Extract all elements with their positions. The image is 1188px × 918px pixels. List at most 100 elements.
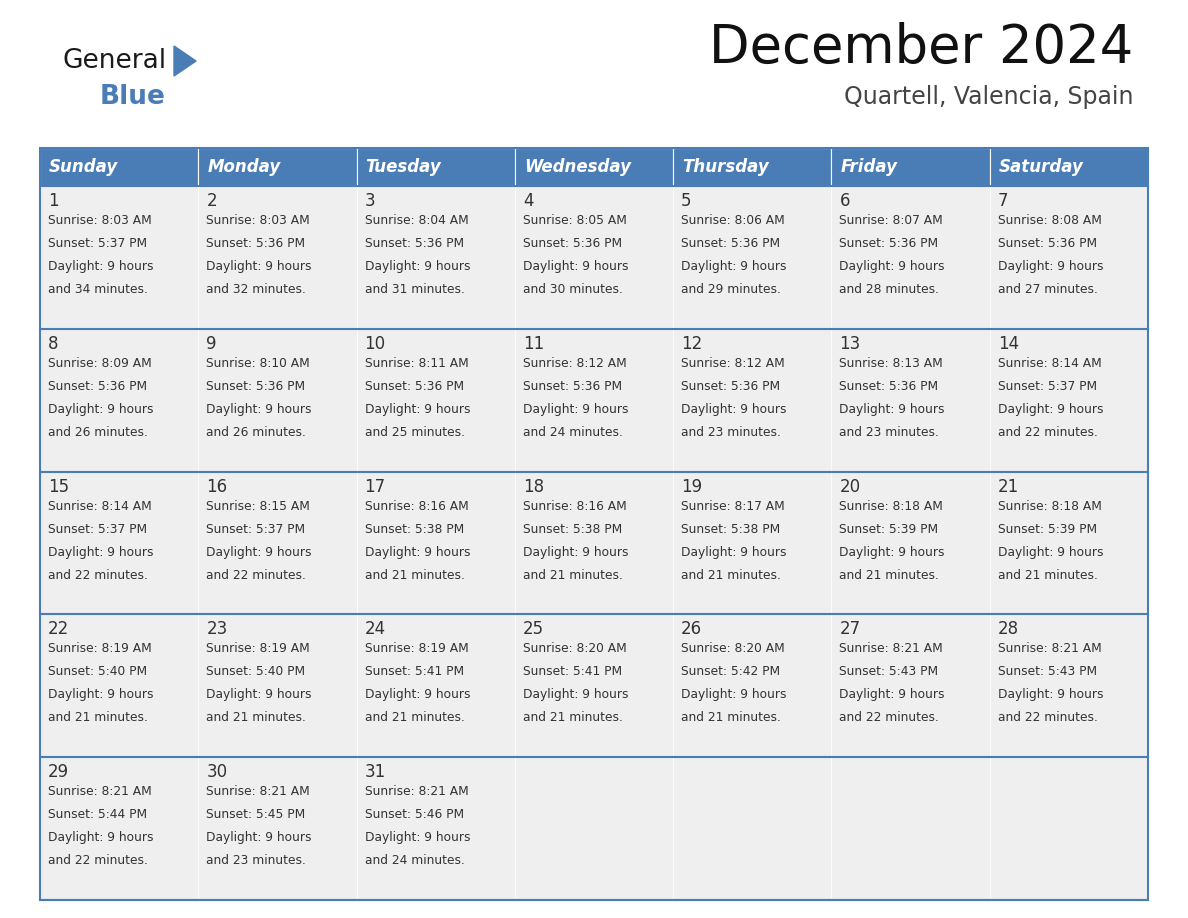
Text: Sunrise: 8:19 AM: Sunrise: 8:19 AM xyxy=(48,643,152,655)
Text: Sunrise: 8:21 AM: Sunrise: 8:21 AM xyxy=(998,643,1101,655)
Text: and 21 minutes.: and 21 minutes. xyxy=(207,711,307,724)
Text: Daylight: 9 hours: Daylight: 9 hours xyxy=(998,688,1104,701)
Polygon shape xyxy=(173,46,196,76)
Text: Daylight: 9 hours: Daylight: 9 hours xyxy=(681,688,786,701)
Text: Sunrise: 8:14 AM: Sunrise: 8:14 AM xyxy=(998,357,1101,370)
Text: Sunrise: 8:19 AM: Sunrise: 8:19 AM xyxy=(365,643,468,655)
Text: Sunset: 5:39 PM: Sunset: 5:39 PM xyxy=(998,522,1097,535)
Text: and 23 minutes.: and 23 minutes. xyxy=(840,426,940,439)
Bar xyxy=(198,186,356,329)
Text: and 21 minutes.: and 21 minutes. xyxy=(48,711,147,724)
Text: Sunrise: 8:03 AM: Sunrise: 8:03 AM xyxy=(207,214,310,227)
Text: Sunrise: 8:14 AM: Sunrise: 8:14 AM xyxy=(48,499,152,512)
Text: 23: 23 xyxy=(207,621,228,638)
Bar xyxy=(356,148,514,186)
Text: Sunset: 5:46 PM: Sunset: 5:46 PM xyxy=(365,808,463,822)
Text: 4: 4 xyxy=(523,192,533,210)
Bar xyxy=(990,148,1148,186)
Bar xyxy=(356,472,514,614)
Text: Daylight: 9 hours: Daylight: 9 hours xyxy=(681,260,786,273)
Text: 14: 14 xyxy=(998,335,1019,353)
Text: Daylight: 9 hours: Daylight: 9 hours xyxy=(48,403,153,416)
Text: and 26 minutes.: and 26 minutes. xyxy=(48,426,147,439)
Text: Monday: Monday xyxy=(207,158,280,176)
Text: Tuesday: Tuesday xyxy=(366,158,441,176)
Text: and 21 minutes.: and 21 minutes. xyxy=(365,568,465,582)
Text: Sunset: 5:43 PM: Sunset: 5:43 PM xyxy=(998,666,1097,678)
Bar xyxy=(40,329,198,472)
Text: 13: 13 xyxy=(840,335,860,353)
Text: and 21 minutes.: and 21 minutes. xyxy=(523,711,623,724)
Text: 17: 17 xyxy=(365,477,386,496)
Text: and 21 minutes.: and 21 minutes. xyxy=(998,568,1098,582)
Text: and 22 minutes.: and 22 minutes. xyxy=(998,426,1098,439)
Text: and 21 minutes.: and 21 minutes. xyxy=(523,568,623,582)
Bar xyxy=(514,148,674,186)
Text: 10: 10 xyxy=(365,335,386,353)
Bar xyxy=(674,472,832,614)
Text: and 22 minutes.: and 22 minutes. xyxy=(48,855,147,868)
Bar xyxy=(674,614,832,757)
Text: and 30 minutes.: and 30 minutes. xyxy=(523,283,623,297)
Text: Daylight: 9 hours: Daylight: 9 hours xyxy=(840,260,944,273)
Text: and 22 minutes.: and 22 minutes. xyxy=(998,711,1098,724)
Text: 16: 16 xyxy=(207,477,227,496)
Text: Sunset: 5:36 PM: Sunset: 5:36 PM xyxy=(840,380,939,393)
Text: and 21 minutes.: and 21 minutes. xyxy=(681,711,781,724)
Text: Sunrise: 8:11 AM: Sunrise: 8:11 AM xyxy=(365,357,468,370)
Bar xyxy=(198,614,356,757)
Text: Sunrise: 8:18 AM: Sunrise: 8:18 AM xyxy=(998,499,1101,512)
Text: 15: 15 xyxy=(48,477,69,496)
Text: Thursday: Thursday xyxy=(682,158,769,176)
Text: 29: 29 xyxy=(48,763,69,781)
Text: Sunrise: 8:08 AM: Sunrise: 8:08 AM xyxy=(998,214,1101,227)
Text: Sunrise: 8:16 AM: Sunrise: 8:16 AM xyxy=(523,499,626,512)
Text: Daylight: 9 hours: Daylight: 9 hours xyxy=(840,688,944,701)
Bar xyxy=(990,757,1148,900)
Text: Sunset: 5:36 PM: Sunset: 5:36 PM xyxy=(207,380,305,393)
Text: Daylight: 9 hours: Daylight: 9 hours xyxy=(523,403,628,416)
Text: Daylight: 9 hours: Daylight: 9 hours xyxy=(207,403,311,416)
Text: Daylight: 9 hours: Daylight: 9 hours xyxy=(207,688,311,701)
Bar xyxy=(198,329,356,472)
Text: Sunset: 5:39 PM: Sunset: 5:39 PM xyxy=(840,522,939,535)
Text: and 22 minutes.: and 22 minutes. xyxy=(48,568,147,582)
Bar xyxy=(40,148,198,186)
Text: and 23 minutes.: and 23 minutes. xyxy=(681,426,781,439)
Text: and 25 minutes.: and 25 minutes. xyxy=(365,426,465,439)
Text: Sunset: 5:36 PM: Sunset: 5:36 PM xyxy=(523,380,623,393)
Text: Daylight: 9 hours: Daylight: 9 hours xyxy=(840,403,944,416)
Bar xyxy=(832,614,990,757)
Text: Sunset: 5:36 PM: Sunset: 5:36 PM xyxy=(365,380,463,393)
Text: Sunset: 5:36 PM: Sunset: 5:36 PM xyxy=(48,380,147,393)
Text: Daylight: 9 hours: Daylight: 9 hours xyxy=(207,545,311,559)
Bar xyxy=(674,757,832,900)
Text: Sunrise: 8:21 AM: Sunrise: 8:21 AM xyxy=(365,785,468,798)
Text: Blue: Blue xyxy=(100,84,166,110)
Text: Daylight: 9 hours: Daylight: 9 hours xyxy=(681,403,786,416)
Bar xyxy=(832,757,990,900)
Bar xyxy=(514,757,674,900)
Text: and 26 minutes.: and 26 minutes. xyxy=(207,426,307,439)
Text: and 31 minutes.: and 31 minutes. xyxy=(365,283,465,297)
Text: Daylight: 9 hours: Daylight: 9 hours xyxy=(48,832,153,845)
Bar xyxy=(832,186,990,329)
Text: 6: 6 xyxy=(840,192,849,210)
Text: Sunrise: 8:05 AM: Sunrise: 8:05 AM xyxy=(523,214,627,227)
Text: Wednesday: Wednesday xyxy=(524,158,631,176)
Text: Sunrise: 8:21 AM: Sunrise: 8:21 AM xyxy=(840,643,943,655)
Text: and 24 minutes.: and 24 minutes. xyxy=(523,426,623,439)
Bar xyxy=(674,329,832,472)
Text: 25: 25 xyxy=(523,621,544,638)
Bar xyxy=(514,329,674,472)
Text: General: General xyxy=(62,48,166,74)
Text: 30: 30 xyxy=(207,763,227,781)
Text: Sunset: 5:45 PM: Sunset: 5:45 PM xyxy=(207,808,305,822)
Text: Sunrise: 8:21 AM: Sunrise: 8:21 AM xyxy=(48,785,152,798)
Text: 21: 21 xyxy=(998,477,1019,496)
Text: Sunrise: 8:12 AM: Sunrise: 8:12 AM xyxy=(523,357,626,370)
Text: Daylight: 9 hours: Daylight: 9 hours xyxy=(207,260,311,273)
Bar xyxy=(990,614,1148,757)
Text: Saturday: Saturday xyxy=(999,158,1083,176)
Text: Sunset: 5:36 PM: Sunset: 5:36 PM xyxy=(681,237,781,250)
